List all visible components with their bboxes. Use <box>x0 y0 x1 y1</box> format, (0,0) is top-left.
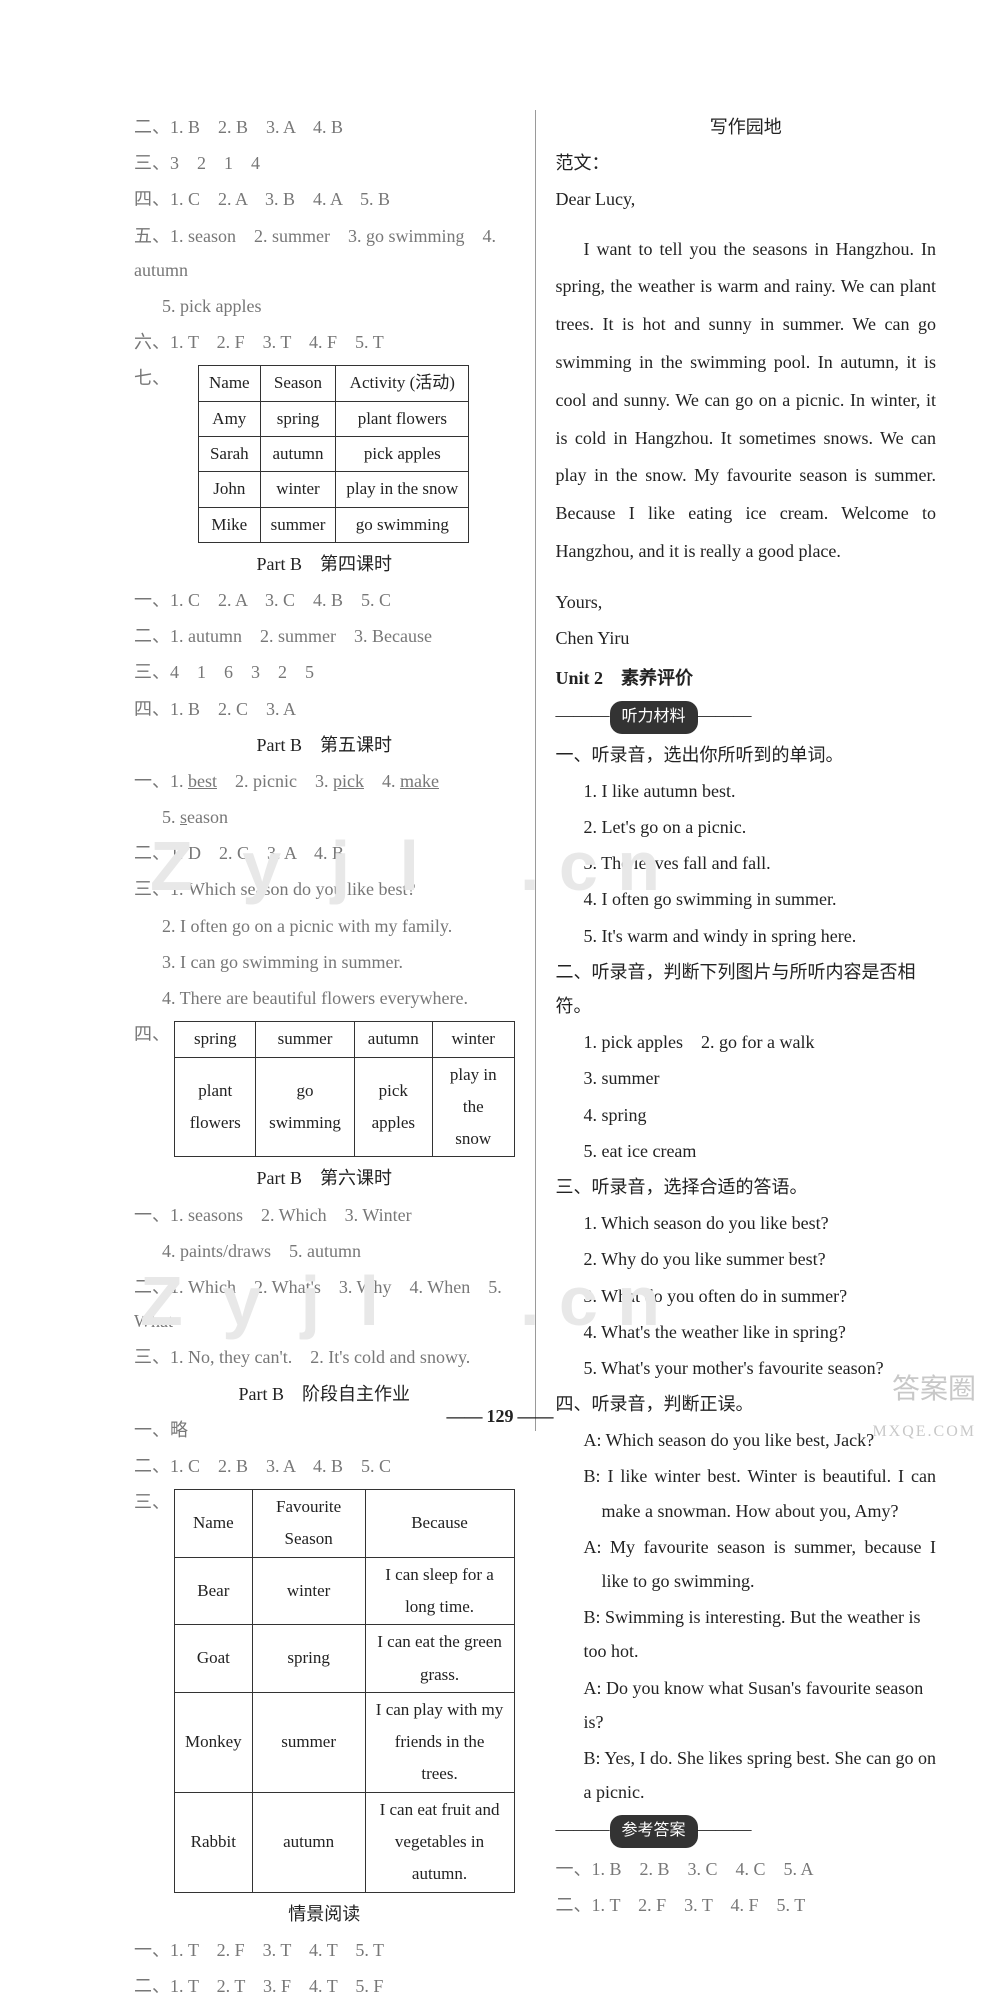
answer-line: 3. I can go swimming in summer. <box>134 945 515 979</box>
question-title: 一、听录音，选出你所听到的单词。 <box>556 738 937 772</box>
left-column: 二、1. B 2. B 3. A 4. B 三、3 2 1 4 四、1. C 2… <box>120 110 529 1431</box>
watermark: Z y j l <box>140 1235 389 1368</box>
list-item: A: My favourite season is summer, becaus… <box>556 1530 937 1598</box>
watermark: Z y j l <box>150 800 434 933</box>
section-header: Part B 第六课时 <box>134 1161 515 1195</box>
answer-line: 二、1. T 2. F 3. T 4. F 5. T <box>556 1888 937 1922</box>
page-number: ——129—— <box>0 1399 1000 1433</box>
list-item: A: Do you know what Susan's favourite se… <box>556 1671 937 1739</box>
section-header: 情景阅读 <box>134 1897 515 1931</box>
answer-line: 六、1. T 2. F 3. T 4. F 5. T <box>134 325 515 359</box>
answer-line: 五、1. season 2. summer 3. go swimming 4. … <box>134 219 515 287</box>
text-line: 范文： <box>556 146 937 180</box>
answer-line: 二、1. B 2. B 3. A 4. B <box>134 110 515 144</box>
question-title: 三、听录音，选择合适的答语。 <box>556 1170 937 1204</box>
answer-line: 一、1. B 2. B 3. C 4. C 5. A <box>556 1852 937 1886</box>
badge-row: ———听力材料——— <box>556 697 937 737</box>
label: 四、 <box>134 1017 170 1051</box>
answer-line: 一、1. best 2. picnic 3. pick 4. make <box>134 764 515 798</box>
answer-line: 4. There are beautiful flowers everywher… <box>134 981 515 1015</box>
table-animals: NameFavourite SeasonBecause BearwinterI … <box>174 1489 515 1893</box>
question-title: 二、听录音，判断下列图片与所听内容是否相符。 <box>556 955 937 1023</box>
paragraph: I want to tell you the seasons in Hangzh… <box>556 231 937 571</box>
answer-line: 一、1. C 2. A 3. C 4. B 5. C <box>134 583 515 617</box>
corner-watermark: 答案圈 MXQE.COM <box>872 1363 976 1447</box>
answer-line: 四、1. B 2. C 3. A <box>134 692 515 726</box>
listening-badge: 听力材料 <box>610 701 698 733</box>
section-header: Part B 第五课时 <box>134 728 515 762</box>
table-activities: springsummerautumnwinter plant flowersgo… <box>174 1021 515 1157</box>
text-line: Dear Lucy, <box>556 182 937 216</box>
list-item: 4. spring <box>556 1098 937 1132</box>
right-column: 写作园地 范文： Dear Lucy, I want to tell you t… <box>542 110 951 1431</box>
list-item: B: Swimming is interesting. But the weat… <box>556 1600 937 1668</box>
answer-line: 三、4 1 6 3 2 5 <box>134 655 515 689</box>
answer-line: 三、3 2 1 4 <box>134 146 515 180</box>
text-line: Chen Yiru <box>556 621 937 655</box>
answer-line: 5. pick apples <box>134 289 515 323</box>
column-divider <box>535 110 536 1431</box>
answer-line: 一、1. seasons 2. Which 3. Winter <box>134 1198 515 1232</box>
label: 七、 <box>134 361 170 395</box>
text-line: Yours, <box>556 585 937 619</box>
list-item: B: Yes, I do. She likes spring best. She… <box>556 1741 937 1809</box>
answer-line: 二、1. autumn 2. summer 3. Because <box>134 619 515 653</box>
list-item: B: I like winter best. Winter is beautif… <box>556 1459 937 1527</box>
answer-badge: 参考答案 <box>610 1815 698 1847</box>
answer-line: 一、1. T 2. F 3. T 4. T 5. T <box>134 1933 515 1967</box>
answer-line: 二、1. C 2. B 3. A 4. B 5. C <box>134 1449 515 1483</box>
unit-title: Unit 2 素养评价 <box>556 661 937 695</box>
table-seasons: NameSeasonActivity (活动) Amyspringplant f… <box>198 365 469 542</box>
answer-line: 四、1. C 2. A 3. B 4. A 5. B <box>134 182 515 216</box>
watermark: . c n <box>520 1235 660 1368</box>
section-header: Part B 第四课时 <box>134 547 515 581</box>
list-item: 3. summer <box>556 1061 937 1095</box>
label: 三、 <box>134 1485 170 1519</box>
badge-row: ———参考答案——— <box>556 1811 937 1851</box>
section-header: 写作园地 <box>556 110 937 144</box>
list-item: 5. eat ice cream <box>556 1134 937 1168</box>
answer-line: 二、1. T 2. T 3. F 4. T 5. F <box>134 1969 515 2003</box>
watermark: . c n <box>520 800 660 933</box>
list-item: 1. pick apples 2. go for a walk <box>556 1025 937 1059</box>
